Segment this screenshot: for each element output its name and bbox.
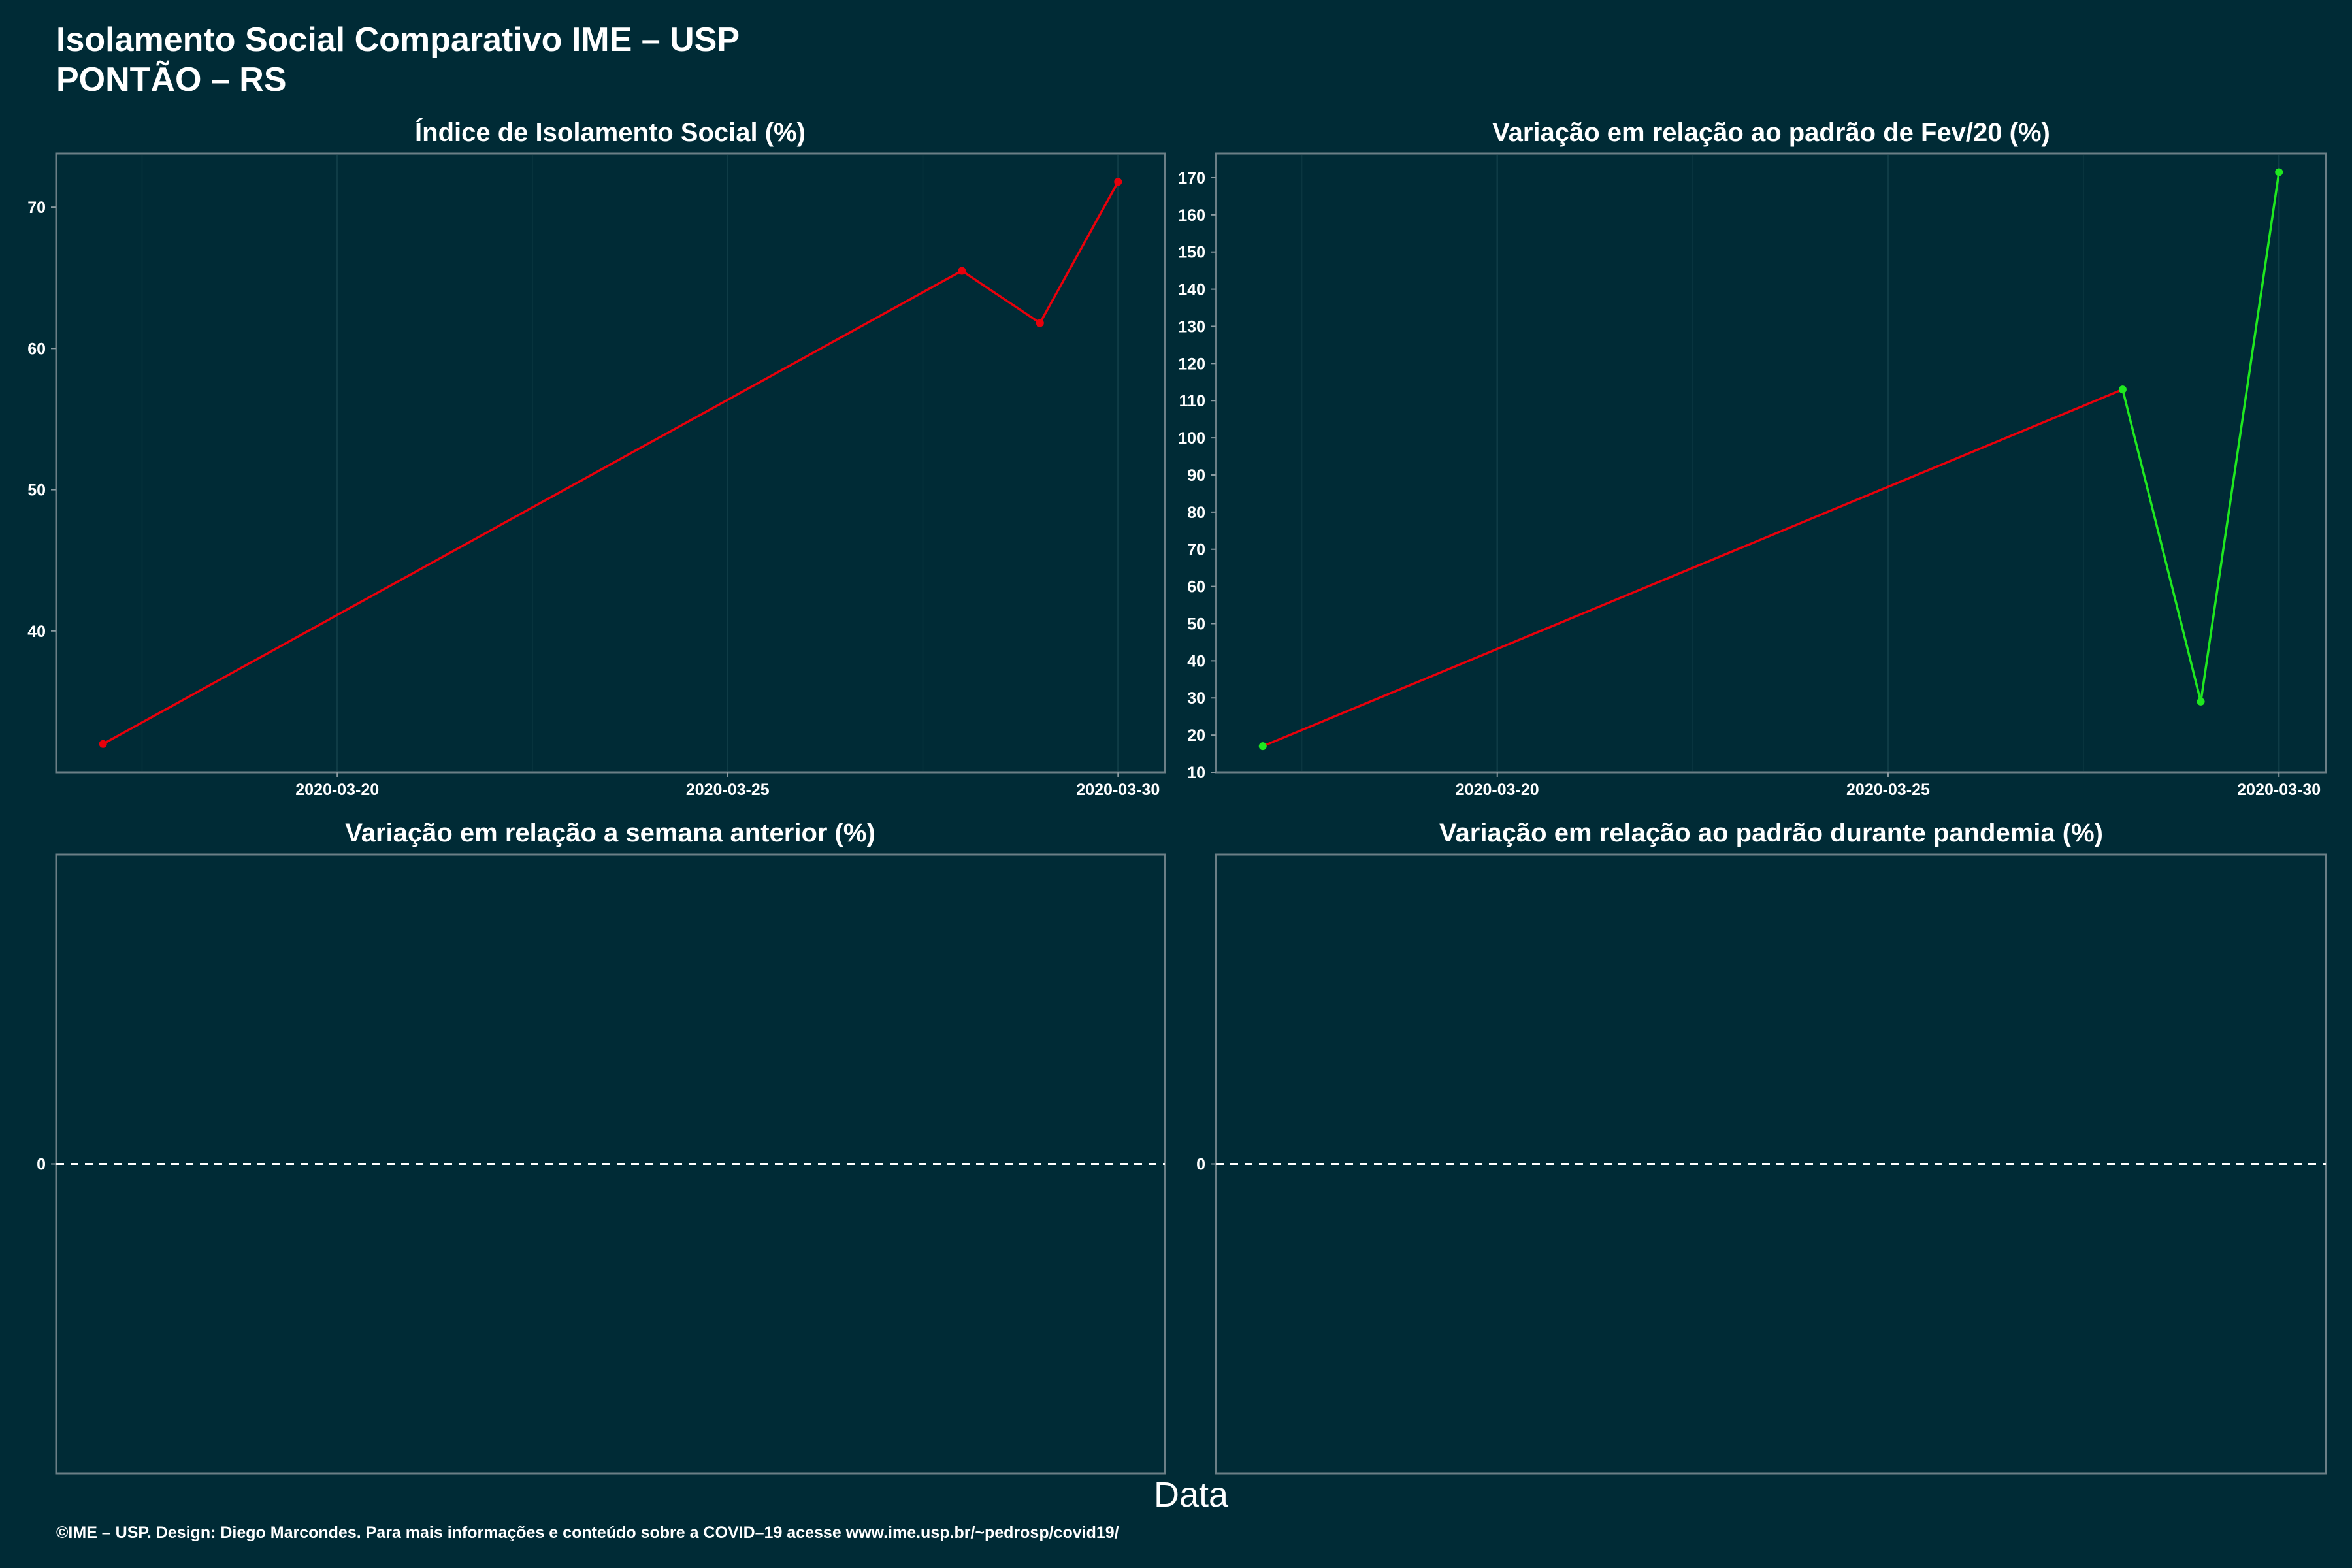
axis-ticks: 0 xyxy=(1196,1156,1216,1174)
data-point xyxy=(2275,168,2283,176)
panel-title-variation-previous-week: Variação em relação a semana anterior (%… xyxy=(345,819,875,847)
y-tick-label: 0 xyxy=(37,1156,46,1174)
y-tick-label: 50 xyxy=(1187,615,1205,633)
footer-caption: ©IME – USP. Design: Diego Marcondes. Par… xyxy=(56,1524,1119,1542)
series-segment xyxy=(102,269,963,745)
series xyxy=(99,178,1122,748)
panel-variation-previous-week: Variação em relação a semana anterior (%… xyxy=(37,819,1166,1475)
x-tick-label: 2020-03-30 xyxy=(1076,781,1160,799)
y-tick-label: 40 xyxy=(27,623,46,641)
x-tick-label: 2020-03-30 xyxy=(2237,781,2321,799)
x-tick-label: 2020-03-20 xyxy=(295,781,379,799)
y-tick-label: 20 xyxy=(1187,727,1205,745)
y-tick-label: 70 xyxy=(1187,541,1205,559)
series-segment xyxy=(2199,172,2280,702)
grid xyxy=(1301,155,2280,771)
y-tick-label: 150 xyxy=(1178,244,1205,262)
data-point xyxy=(1114,178,1122,186)
y-tick-label: 30 xyxy=(1187,689,1205,708)
panel-isolation-index: Índice de Isolamento Social (%) 2020-03-… xyxy=(27,118,1166,799)
data-point xyxy=(1258,742,1267,751)
x-tick-label: 2020-03-20 xyxy=(1456,781,1539,799)
panel-title-variation-pandemic-pattern: Variação em relação ao padrão durante pa… xyxy=(1439,819,2103,847)
series-segment xyxy=(961,270,1041,324)
y-tick-label: 110 xyxy=(1179,392,1205,410)
y-tick-label: 130 xyxy=(1178,318,1205,336)
axis-ticks: 0 xyxy=(37,1156,56,1174)
x-tick-label: 2020-03-25 xyxy=(1846,781,1930,799)
axis-ticks: 2020-03-20 2020-03-25 2020-03-30 10 20 30 40 50… xyxy=(1178,169,2321,799)
y-tick-label: 70 xyxy=(27,199,46,217)
data-point xyxy=(99,740,107,748)
panel-variation-pandemic-pattern: Variação em relação ao padrão durante pa… xyxy=(1196,819,2327,1475)
y-tick-label: 90 xyxy=(1187,466,1205,485)
panel-title-isolation-index: Índice de Isolamento Social (%) xyxy=(415,118,806,147)
series-segment xyxy=(1262,388,2123,747)
y-tick-label: 50 xyxy=(27,482,46,500)
y-tick-label: 60 xyxy=(27,340,46,358)
series xyxy=(1258,168,2283,751)
data-point xyxy=(2197,697,2205,706)
y-tick-label: 80 xyxy=(1187,504,1205,522)
y-tick-label: 40 xyxy=(1187,652,1205,670)
y-tick-label: 0 xyxy=(1196,1156,1205,1174)
page-subtitle: PONTÃO – RS xyxy=(56,60,287,99)
y-tick-label: 60 xyxy=(1187,578,1205,596)
data-point xyxy=(2118,385,2127,394)
plot-frame xyxy=(55,853,1166,1475)
axis-ticks: 2020-03-20 2020-03-25 2020-03-30 40 50 60 70 xyxy=(27,199,1160,799)
y-tick-label: 140 xyxy=(1178,281,1205,299)
plot-frame xyxy=(1215,152,2327,774)
x-tick-label: 2020-03-25 xyxy=(686,781,770,799)
page-title: Isolamento Social Comparativo IME – USP xyxy=(56,21,740,59)
y-tick-label: 100 xyxy=(1178,429,1205,448)
data-point xyxy=(1036,319,1044,327)
panel-variation-feb20: Variação em relação ao padrão de Fev/20 … xyxy=(1178,118,2327,799)
y-tick-label: 10 xyxy=(1187,764,1205,782)
x-axis-label: Data xyxy=(1154,1475,1229,1514)
y-tick-label: 170 xyxy=(1178,169,1205,188)
series-segment xyxy=(2121,389,2202,702)
grid xyxy=(141,155,1119,771)
plot-frame xyxy=(1215,853,2327,1475)
series-segment xyxy=(1039,181,1119,324)
y-tick-label: 160 xyxy=(1178,206,1205,225)
data-point xyxy=(958,267,966,275)
y-tick-label: 120 xyxy=(1178,355,1205,373)
panel-title-variation-feb20: Variação em relação ao padrão de Fev/20 … xyxy=(1492,118,2050,147)
